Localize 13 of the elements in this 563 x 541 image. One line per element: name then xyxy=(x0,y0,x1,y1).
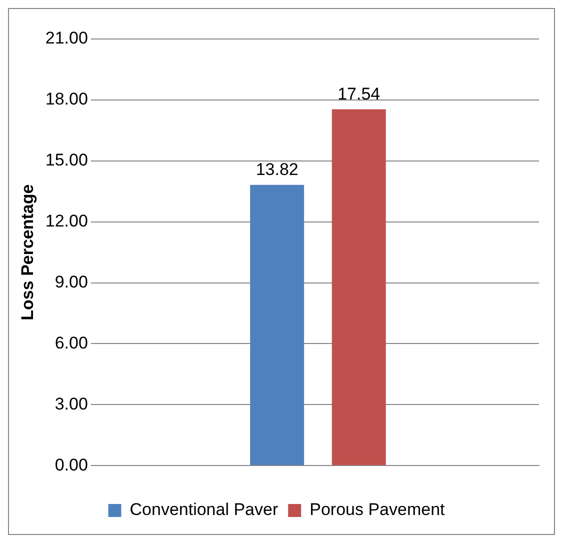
y-axis-title: Loss Percentage xyxy=(18,184,37,320)
y-tick-label: 3.00 xyxy=(54,394,88,414)
data-label: 17.54 xyxy=(338,84,380,104)
y-tick-label: 6.00 xyxy=(54,333,88,352)
legend-label: Conventional Paver xyxy=(130,500,278,520)
data-label: 13.82 xyxy=(256,160,298,180)
y-tick-label: 15.00 xyxy=(45,150,88,170)
y-tick-label: 9.00 xyxy=(54,272,88,292)
y-tick-label: 18.00 xyxy=(45,90,88,109)
y-tick-label: 0.00 xyxy=(54,455,88,474)
y-tick-label: 21.00 xyxy=(45,28,88,48)
y-tick-label: 12.00 xyxy=(45,212,88,231)
legend-label: Porous Pavement xyxy=(310,500,446,520)
